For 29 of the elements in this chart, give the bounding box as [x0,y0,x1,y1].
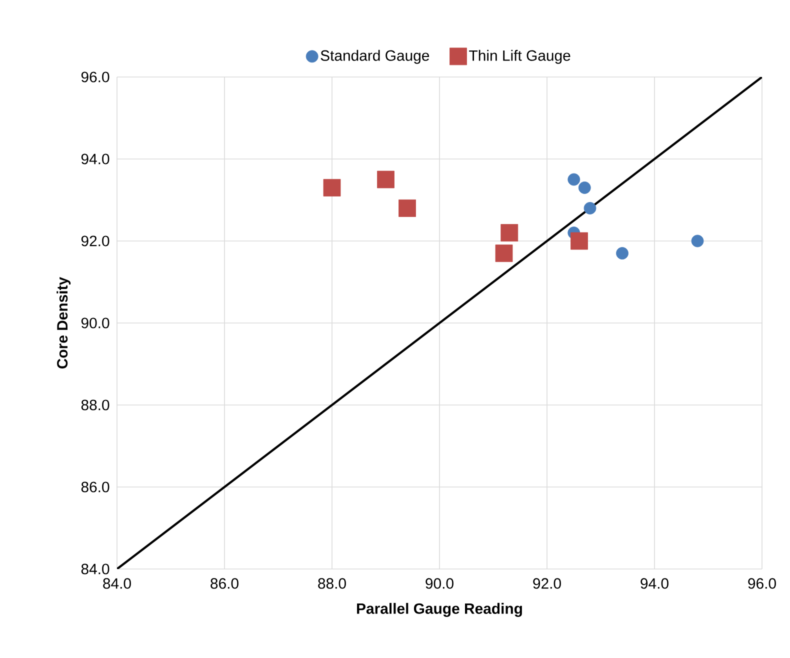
y-tick-label: 88.0 [81,400,110,410]
legend-label: Thin Lift Gauge [469,50,570,64]
y-tick-label: 96.0 [81,72,110,82]
y-tick-label: 84.0 [81,564,110,574]
point [398,199,416,217]
x-tick-label: 84.0 [103,578,131,589]
x-tick-label: 92.0 [533,578,561,589]
point [500,224,518,242]
point [568,173,580,186]
x-axis-title: Parallel Gauge Reading [357,602,522,617]
point [578,181,591,194]
y-tick-label: 86.0 [81,482,110,492]
point [323,178,341,196]
x-tick-label: 88.0 [318,578,346,589]
x-tick-label: 90.0 [426,578,454,589]
x-tick-label: 86.0 [210,578,238,589]
legend-label: Standard Gauge [320,50,430,64]
point [616,247,628,260]
y-tick-label: 94.0 [81,154,110,164]
point [691,234,704,248]
y-tick-label: 92.0 [81,236,110,246]
y-tick-label: 90.0 [81,318,110,328]
x-tick-label: 94.0 [640,578,668,589]
x-tick-label: 96.0 [748,578,776,589]
y-axis-title: Core Density [56,277,71,368]
point [584,202,596,214]
point [570,232,588,250]
point [495,244,513,262]
point [377,170,394,188]
